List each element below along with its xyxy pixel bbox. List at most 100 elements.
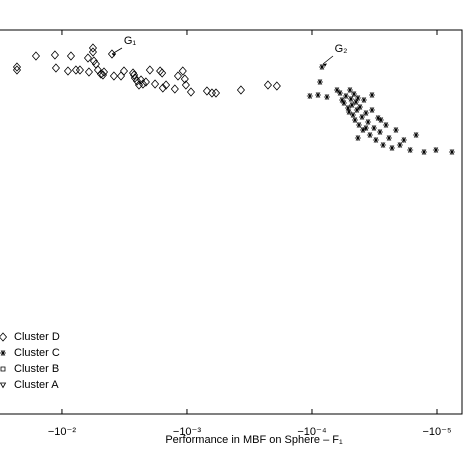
point <box>355 122 362 128</box>
point <box>377 117 384 123</box>
point <box>336 90 343 96</box>
point <box>84 67 93 77</box>
point <box>348 102 355 108</box>
point <box>129 68 138 78</box>
point <box>359 114 366 120</box>
point <box>346 87 353 93</box>
point <box>345 105 352 111</box>
point <box>347 96 354 102</box>
point <box>371 125 378 131</box>
point <box>211 88 221 98</box>
point <box>375 115 382 121</box>
point <box>202 86 211 96</box>
annotation: G₂ <box>335 43 348 55</box>
point <box>83 53 93 63</box>
point <box>207 88 216 98</box>
legend-label: Cluster D <box>14 331 60 343</box>
point <box>372 137 379 143</box>
point <box>170 84 179 94</box>
point <box>369 107 376 113</box>
point <box>137 75 146 85</box>
point <box>138 79 147 89</box>
point <box>12 62 21 72</box>
point <box>51 63 60 73</box>
point <box>315 92 322 98</box>
annotation-arrow <box>111 47 123 55</box>
point <box>351 117 358 123</box>
point <box>116 71 126 81</box>
annotation-arrowhead <box>323 63 327 67</box>
point <box>88 47 97 57</box>
point <box>75 65 84 75</box>
point <box>323 94 330 100</box>
point <box>63 66 73 76</box>
point <box>236 85 245 95</box>
point <box>272 81 281 91</box>
point <box>263 80 272 90</box>
point <box>132 76 142 86</box>
point <box>71 65 80 75</box>
point <box>352 99 359 105</box>
point <box>119 66 129 76</box>
point <box>180 74 189 84</box>
point <box>158 68 167 78</box>
point <box>400 137 407 143</box>
point <box>130 70 139 80</box>
point <box>109 71 118 81</box>
point <box>99 67 109 77</box>
point <box>349 112 356 118</box>
point <box>342 93 349 99</box>
point <box>316 79 323 85</box>
plot-frame <box>0 29 463 415</box>
point <box>362 125 369 131</box>
x-axis-label: Performance in MBF on Sphere – F₁ <box>165 434 343 446</box>
point <box>333 87 340 93</box>
point <box>151 79 160 89</box>
point <box>178 66 187 76</box>
point <box>380 142 387 148</box>
legend-label: Cluster C <box>14 347 60 359</box>
legend-marker <box>0 366 6 372</box>
point <box>432 147 439 153</box>
point <box>89 56 98 66</box>
point <box>396 142 403 148</box>
point <box>31 51 40 61</box>
legend-label: Cluster A <box>14 379 59 391</box>
point <box>366 132 373 138</box>
point <box>98 70 107 80</box>
legend-marker <box>0 350 6 356</box>
annotation-arrowhead <box>112 53 116 57</box>
point <box>141 77 150 87</box>
x-tick-label: −10⁻⁴ <box>297 426 326 438</box>
point <box>345 109 352 115</box>
point <box>407 147 414 153</box>
x-tick-label: −10⁻⁵ <box>422 426 451 438</box>
point <box>369 92 376 98</box>
point <box>354 135 361 141</box>
point <box>365 119 372 125</box>
point <box>186 87 195 97</box>
point <box>93 65 103 75</box>
point <box>360 97 367 103</box>
point <box>181 80 190 90</box>
point <box>389 145 396 151</box>
point <box>340 100 347 106</box>
point <box>353 107 360 113</box>
point <box>50 50 59 60</box>
point <box>359 127 366 133</box>
point <box>354 95 361 101</box>
legend-marker <box>0 382 7 389</box>
point <box>362 110 369 116</box>
annotation: G₁ <box>124 35 137 47</box>
point <box>351 91 358 97</box>
point <box>173 71 183 81</box>
point <box>88 43 97 53</box>
legend-marker <box>0 332 8 342</box>
x-tick-label: −10⁻³ <box>173 426 201 438</box>
x-tick-label: −10⁻² <box>48 426 76 438</box>
point <box>413 132 420 138</box>
annotation-arrow <box>322 55 334 65</box>
point <box>382 122 389 128</box>
legend-label: Cluster B <box>14 363 59 375</box>
